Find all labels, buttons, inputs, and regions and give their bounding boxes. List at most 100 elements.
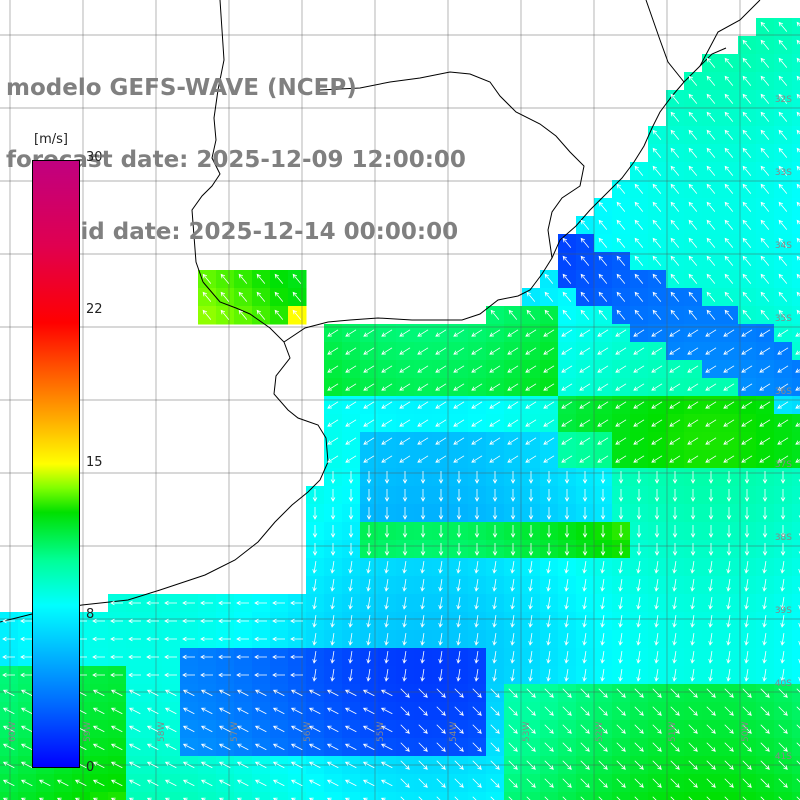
wind-arrow: [526, 742, 536, 752]
wind-arrow: [128, 725, 141, 733]
wind-arrow: [146, 689, 159, 697]
wind-arrow: [510, 597, 515, 610]
wind-arrow: [400, 796, 405, 800]
wind-arrow: [760, 237, 770, 248]
wind-arrow: [741, 347, 753, 355]
wind-arrow: [633, 347, 645, 355]
wind-arrow: [399, 437, 411, 445]
wind-arrow: [688, 742, 698, 752]
wind-arrow: [490, 796, 495, 800]
wind-arrow: [453, 383, 465, 391]
wind-arrow: [708, 651, 713, 664]
wind-arrow: [706, 760, 716, 770]
wind-cell: [648, 792, 667, 800]
wind-arrow: [348, 651, 353, 664]
wind-arrow: [670, 796, 675, 800]
wind-arrow: [384, 615, 389, 628]
wind-arrow: [777, 437, 789, 445]
wind-arrow: [218, 743, 231, 751]
wind-arrow: [526, 309, 536, 320]
wind-arrow: [274, 309, 284, 320]
wind-arrow: [760, 21, 770, 32]
wind-arrow: [2, 636, 15, 642]
wind-arrow: [636, 651, 641, 664]
wind-arrow: [706, 93, 716, 104]
wind-arrow: [472, 688, 482, 698]
wind-arrow: [366, 543, 372, 556]
wind-arrow: [366, 507, 372, 520]
wind-arrow: [706, 255, 716, 266]
wind-arrow: [402, 633, 407, 646]
wind-arrow: [218, 797, 224, 800]
wind-arrow: [742, 93, 752, 104]
wind-arrow: [420, 489, 426, 502]
wind-arrow: [544, 742, 554, 752]
wind-arrow: [236, 797, 242, 800]
wind-arrow: [330, 633, 335, 646]
wind-arrow: [528, 561, 533, 574]
wind-arrow: [741, 401, 753, 409]
wind-arrow: [290, 707, 303, 715]
wind-arrow: [796, 724, 800, 729]
wind-arrow: [742, 706, 752, 716]
wind-arrow: [564, 633, 569, 646]
wind-arrow: [688, 237, 698, 248]
lon-label: 50W: [741, 721, 751, 742]
wind-arrow: [218, 672, 231, 678]
lon-label: 57W: [230, 721, 240, 742]
wind-arrow: [688, 75, 698, 86]
wind-arrow: [507, 383, 519, 391]
wind-arrow: [690, 471, 696, 484]
wind-arrow: [492, 543, 498, 556]
wind-arrow: [564, 615, 569, 628]
wind-cell: [270, 792, 289, 800]
wind-arrow: [796, 760, 800, 765]
wind-arrow: [456, 543, 462, 556]
wind-arrow: [798, 623, 800, 628]
wind-arrow: [723, 329, 735, 337]
wind-arrow: [220, 273, 230, 284]
wind-arrow: [182, 600, 195, 606]
wind-arrow: [543, 455, 555, 463]
wind-arrow: [489, 365, 501, 373]
wind-arrow: [562, 688, 572, 698]
wind-arrow: [690, 579, 695, 592]
wind-arrow: [742, 75, 752, 86]
wind-arrow: [705, 347, 717, 355]
wind-arrow: [652, 742, 662, 752]
wind-arrow: [670, 183, 680, 194]
coastline-rio-de-la-plata: [0, 281, 329, 623]
wind-arrow: [778, 147, 788, 158]
wind-arrow: [708, 525, 714, 538]
wind-arrow: [741, 329, 753, 337]
wind-arrow: [795, 404, 800, 409]
wind-arrow: [256, 309, 266, 320]
wind-arrow: [616, 796, 621, 800]
wind-arrow: [438, 507, 444, 520]
wind-arrow: [600, 507, 606, 520]
wind-arrow: [687, 437, 699, 445]
wind-arrow: [110, 654, 123, 660]
wind-arrow: [327, 455, 339, 463]
wind-arrow: [759, 455, 771, 463]
wind-arrow: [688, 796, 693, 800]
wind-arrow: [182, 636, 195, 642]
wind-arrow: [580, 273, 590, 284]
wind-arrow: [636, 615, 641, 628]
wind-arrow: [795, 422, 800, 427]
wind-cell: [792, 522, 800, 541]
wind-arrow: [762, 471, 768, 484]
wind-cell: [90, 792, 109, 800]
wind-arrow: [56, 779, 69, 787]
wind-arrow: [778, 183, 788, 194]
wind-arrow: [618, 633, 623, 646]
wind-arrow: [366, 579, 371, 592]
wind-arrow: [741, 455, 753, 463]
wind-arrow: [690, 615, 695, 628]
wind-arrow: [636, 489, 642, 502]
wind-arrow: [669, 347, 681, 355]
wind-arrow: [384, 471, 390, 484]
wind-arrow: [453, 329, 465, 337]
wind-arrow: [348, 489, 354, 502]
wind-arrow: [546, 633, 551, 646]
